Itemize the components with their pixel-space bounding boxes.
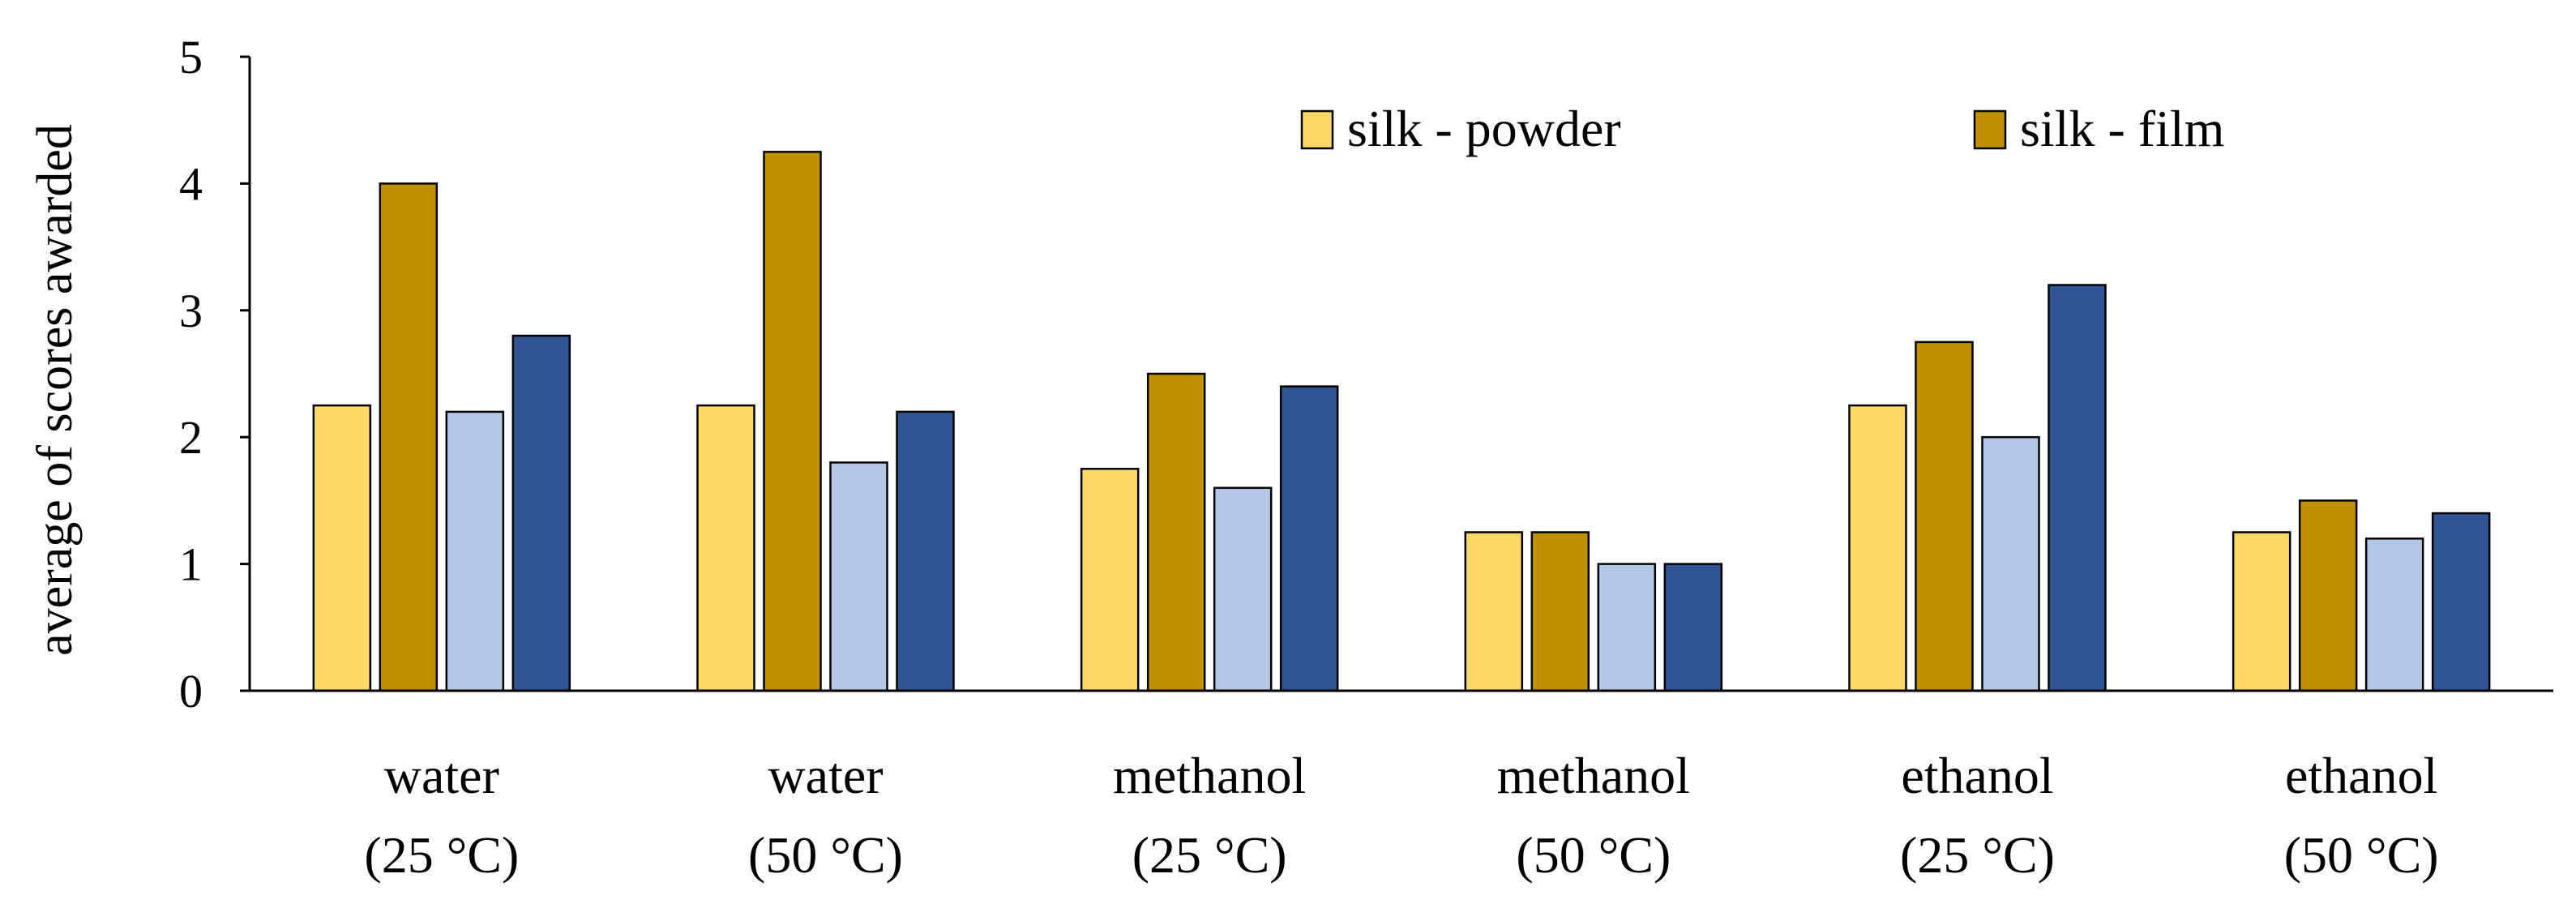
category-label-3-line-1: methanol — [1113, 747, 1306, 804]
y-tick-label-2: 2 — [179, 411, 203, 464]
y-tick-label-5: 5 — [179, 31, 203, 84]
bar-4-4 — [1663, 563, 1723, 692]
bar-1-3 — [1080, 468, 1140, 692]
bar-1-5 — [1848, 404, 1907, 692]
category-label-6-line-2: (50 °C) — [2284, 826, 2439, 884]
bar-3-4 — [1597, 563, 1657, 692]
bar-3-1 — [445, 410, 505, 692]
y-tick-label-0: 0 — [179, 665, 203, 718]
bar-2-4 — [1530, 531, 1590, 692]
category-label-5-line-1: ethanol — [1901, 747, 2053, 804]
bar-1-4 — [1464, 531, 1524, 692]
legend-swatch-1 — [1300, 109, 1334, 150]
category-label-3-line-2: (25 °C) — [1132, 826, 1287, 884]
category-label-6-line-1: ethanol — [2285, 747, 2437, 804]
bar-4-6 — [2431, 512, 2491, 692]
bar-2-1 — [379, 182, 439, 692]
category-label-1-line-2: (25 °C) — [364, 826, 519, 884]
legend-swatch-2 — [1973, 109, 2007, 150]
legend: silk - powder silk - film — [1300, 100, 2224, 157]
bar-2-2 — [763, 151, 822, 692]
y-axis-title: average of scores awarded — [28, 124, 83, 656]
bar-4-3 — [1279, 385, 1339, 692]
y-tick-label-4: 4 — [179, 157, 203, 210]
bar-4-5 — [2048, 284, 2107, 692]
bar-3-3 — [1213, 486, 1273, 692]
category-label-4-line-2: (50 °C) — [1516, 826, 1671, 884]
axes-layer — [240, 55, 2553, 692]
bar-3-5 — [1981, 435, 2040, 692]
category-label-4-line-1: methanol — [1497, 747, 1690, 804]
bar-1-2 — [696, 404, 755, 692]
bar-4-2 — [896, 410, 955, 692]
bar-3-2 — [829, 461, 888, 692]
bar-3-6 — [2364, 538, 2424, 692]
y-tick-label-1: 1 — [179, 538, 203, 591]
bar-1-6 — [2232, 531, 2291, 692]
bar-2-5 — [1915, 341, 1974, 692]
labels-layer: water (25 °C) water (50 °C) methanol (25 °C) m… — [28, 31, 2439, 884]
category-label-5-line-2: (25 °C) — [1900, 826, 2055, 884]
legend-label-1: silk - powder — [1347, 100, 1621, 157]
category-label-1-line-1: water — [384, 747, 499, 804]
bar-4-1 — [511, 334, 571, 692]
category-label-2-line-2: (50 °C) — [748, 826, 903, 884]
y-tick-label-3: 3 — [179, 285, 203, 337]
bars-layer — [312, 151, 2491, 692]
bar-2-3 — [1146, 372, 1206, 692]
bar-2-6 — [2298, 499, 2358, 692]
bar-1-1 — [312, 404, 372, 692]
category-label-2-line-1: water — [768, 747, 883, 804]
legend-label-2: silk - film — [2020, 100, 2224, 157]
